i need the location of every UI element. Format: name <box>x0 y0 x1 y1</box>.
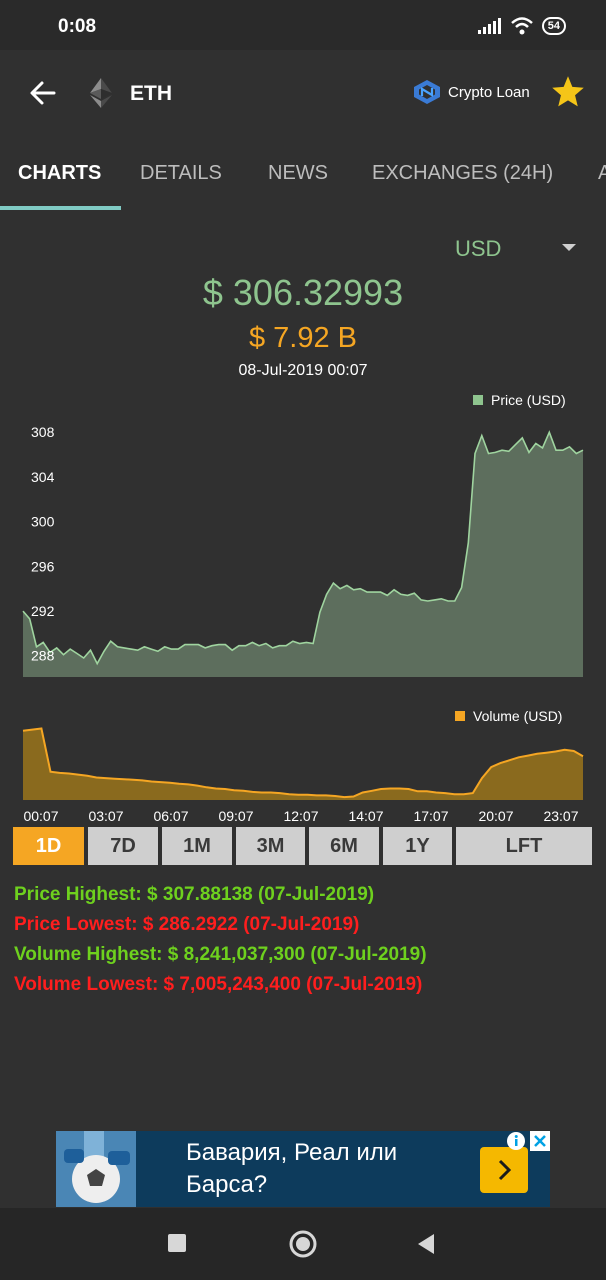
time-axis-tick: 09:07 <box>218 808 253 824</box>
time-axis-tick: 00:07 <box>23 808 58 824</box>
volume-highest: Volume Highest: $ 8,241,037,300 (07-Jul-… <box>14 944 427 965</box>
time-axis-tick: 17:07 <box>413 808 448 824</box>
crypto-loan-logo-icon <box>414 80 440 104</box>
volume-line <box>22 727 584 799</box>
ad-close-icon[interactable] <box>530 1131 550 1151</box>
price-axis-tick: 296 <box>31 558 55 574</box>
wifi-icon <box>510 17 533 35</box>
price-timestamp: 08-Jul-2019 00:07 <box>238 362 368 379</box>
time-axis-tick: 06:07 <box>153 808 188 824</box>
back-triangle-icon[interactable] <box>416 1233 436 1255</box>
ad-controls <box>506 1131 550 1151</box>
back-arrow-icon[interactable] <box>26 76 60 110</box>
time-axis-tick: 12:07 <box>283 808 318 824</box>
system-nav-bar <box>0 1208 606 1280</box>
volume-legend-swatch <box>455 711 465 721</box>
range-7d-button[interactable]: 7D <box>88 827 158 865</box>
current-price: $ 306.32993 <box>202 272 404 313</box>
ad-banner[interactable]: Бавария, Реал или Барса? <box>56 1131 550 1207</box>
range-6m-button[interactable]: 6M <box>309 827 379 865</box>
price-area <box>23 432 583 677</box>
price-axis-tick: 308 <box>31 424 55 440</box>
tab-news[interactable]: NEWS <box>268 162 328 184</box>
tab-partial[interactable]: A <box>598 162 606 184</box>
tab-charts[interactable]: CHARTS <box>18 162 102 184</box>
tab-exchanges[interactable]: EXCHANGES (24H) <box>372 162 554 184</box>
price-axis-tick: 288 <box>31 648 55 664</box>
status-icons: 54 <box>477 14 566 38</box>
ad-open-button[interactable] <box>480 1147 528 1193</box>
volume-legend-label: Volume (USD) <box>473 708 562 724</box>
range-1d-button[interactable]: 1D <box>13 827 84 865</box>
ad-text: Бавария, Реал или Барса? <box>186 1137 397 1201</box>
time-axis: 00:07 03:07 06:07 09:07 12:07 14:07 17:07 20:07… <box>23 808 578 824</box>
status-time: 0:08 <box>58 16 97 37</box>
price-axis-tick: 300 <box>31 514 55 530</box>
app-bar: ETH Crypto Loan <box>0 50 606 138</box>
tab-indicator <box>0 206 121 210</box>
price-axis-tick: 304 <box>31 469 55 485</box>
range-1m-button[interactable]: 1M <box>162 827 232 865</box>
market-cap: $ 7.92 B <box>248 322 358 354</box>
price-legend-swatch <box>473 395 483 405</box>
price-highest: Price Highest: $ 307.88138 (07-Jul-2019) <box>14 884 375 905</box>
ad-line-1: Бавария, Реал или <box>186 1139 398 1166</box>
favorite-star-icon[interactable] <box>550 74 586 110</box>
price-line <box>22 430 584 666</box>
tab-bar: CHARTS DETAILS NEWS EXCHANGES (24H) A <box>0 142 606 210</box>
range-1y-button[interactable]: 1Y <box>383 827 452 865</box>
charts[interactable]: 288 292 296 300 304 308 Price (USD) Volume (US… <box>0 385 606 825</box>
stats-panel: Price Highest: $ 307.88138 (07-Jul-2019)… <box>14 880 427 1000</box>
time-axis-tick: 14:07 <box>348 808 383 824</box>
price-legend-label: Price (USD) <box>491 392 566 408</box>
crypto-loan-label: Crypto Loan <box>448 83 530 101</box>
signal-icon <box>477 18 501 34</box>
price-axis-tick: 292 <box>31 603 55 619</box>
tab-details[interactable]: DETAILS <box>140 162 222 184</box>
dropdown-caret-icon[interactable] <box>562 244 576 251</box>
currency-selector[interactable]: USD <box>455 236 502 261</box>
volume-area <box>23 728 583 800</box>
volume-lowest: Volume Lowest: $ 7,005,243,400 (07-Jul-2… <box>14 974 423 995</box>
home-circle-icon[interactable] <box>288 1229 318 1259</box>
price-chart[interactable]: 288 292 296 300 304 308 Price (USD) <box>22 392 584 677</box>
range-lft-button[interactable]: LFT <box>456 827 592 865</box>
ad-line-2: Барса? <box>186 1171 268 1198</box>
ad-info-icon[interactable] <box>506 1131 526 1151</box>
time-axis-tick: 23:07 <box>543 808 578 824</box>
recents-square-icon[interactable] <box>168 1234 186 1252</box>
crypto-loan-button[interactable]: Crypto Loan <box>414 80 530 104</box>
range-3m-button[interactable]: 3M <box>236 827 305 865</box>
time-axis-tick: 20:07 <box>478 808 513 824</box>
coin-title: ETH <box>130 82 172 105</box>
battery-indicator: 54 <box>541 17 566 35</box>
ad-image <box>56 1131 136 1207</box>
chevron-right-icon <box>498 1159 512 1181</box>
status-bar: 0:08 54 <box>0 0 606 50</box>
time-range-selector: 1D 7D 1M 3M 6M 1Y LFT <box>13 827 593 865</box>
ethereum-logo-icon <box>90 78 112 108</box>
time-axis-tick: 03:07 <box>88 808 123 824</box>
price-lowest: Price Lowest: $ 286.2922 (07-Jul-2019) <box>14 914 360 935</box>
volume-chart[interactable]: Volume (USD) <box>22 708 584 800</box>
